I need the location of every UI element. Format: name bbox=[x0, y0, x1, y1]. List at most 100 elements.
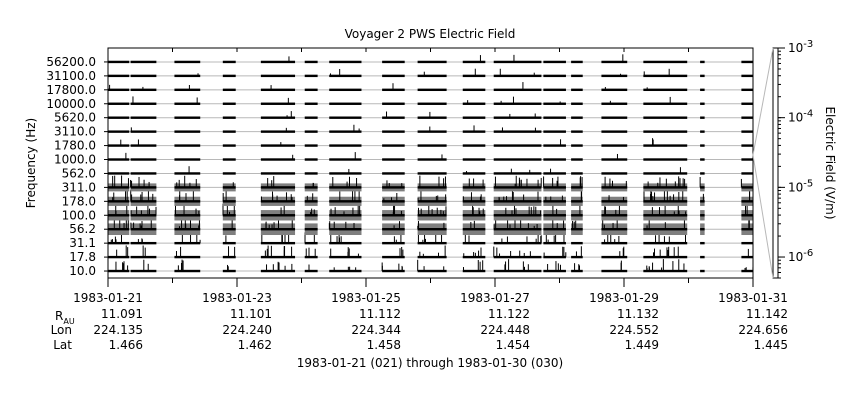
channel-bar bbox=[417, 88, 447, 92]
channel-bar bbox=[741, 172, 753, 175]
y-tick-label: 1000.0 bbox=[54, 153, 96, 167]
channel-bar bbox=[382, 158, 405, 161]
channel-bar bbox=[108, 186, 130, 189]
channel-bar bbox=[543, 255, 566, 259]
y-axis-label: Frequency (Hz) bbox=[24, 118, 38, 209]
channel-bar bbox=[741, 241, 753, 245]
channel-bar bbox=[329, 102, 362, 105]
channel-bar bbox=[382, 144, 405, 147]
channel-bar bbox=[222, 241, 236, 245]
channel-bar bbox=[174, 102, 201, 105]
channel-bar bbox=[543, 102, 566, 105]
channel-bar bbox=[417, 241, 447, 245]
channel-bar bbox=[741, 200, 753, 203]
channel-bar bbox=[643, 200, 688, 203]
channel-bar bbox=[601, 60, 628, 64]
ephem-r-value: 11.132 bbox=[617, 307, 659, 321]
channel-bar bbox=[571, 144, 583, 147]
ephem-r-value: 11.101 bbox=[230, 307, 272, 321]
channel-bar bbox=[174, 88, 201, 92]
channel-bar bbox=[417, 102, 447, 105]
y-tick-label: 31100.0 bbox=[46, 69, 96, 83]
colorbar-tick-label: 10-5 bbox=[788, 178, 813, 194]
channel-bar bbox=[643, 158, 688, 161]
channel-bar bbox=[462, 102, 486, 105]
channel-bar bbox=[174, 116, 201, 119]
channel-bar bbox=[260, 102, 296, 105]
channel-bar bbox=[571, 116, 583, 119]
channel-bar bbox=[382, 186, 405, 189]
channel-bar bbox=[462, 200, 486, 203]
colorbar-ticks: 10-3 10-4 10-5 10-6 bbox=[752, 39, 813, 279]
channel-bar bbox=[571, 130, 583, 133]
channel-bar bbox=[174, 60, 201, 64]
channel-bar bbox=[571, 74, 583, 78]
channel-bar bbox=[643, 74, 688, 78]
channel-bar bbox=[329, 172, 362, 175]
y-axis: 10.017.831.156.2100.0178.0311.0562.01000… bbox=[46, 55, 108, 278]
channel-bar bbox=[382, 228, 405, 231]
channel-bar bbox=[260, 228, 296, 231]
ephem-lon-value: 224.135 bbox=[93, 323, 143, 337]
channel-bar bbox=[222, 228, 236, 231]
colorbar-tick-label: 10-4 bbox=[788, 109, 813, 125]
x-tick-date: 1983-01-21 bbox=[73, 291, 143, 305]
channel-bar bbox=[462, 241, 486, 245]
channel-bar bbox=[741, 130, 753, 133]
channel-bar bbox=[417, 200, 447, 203]
channel-bar bbox=[108, 241, 130, 245]
channel-bar bbox=[329, 130, 362, 133]
channel-bar bbox=[417, 186, 447, 189]
y-tick-label: 5620.0 bbox=[54, 111, 96, 125]
channel-bar bbox=[417, 172, 447, 175]
channel-bar bbox=[108, 102, 130, 105]
y-tick-label: 56.2 bbox=[69, 222, 96, 236]
channel-bar bbox=[260, 255, 296, 259]
channel-bar bbox=[700, 102, 705, 105]
channel-bar bbox=[700, 158, 705, 161]
channel-bar bbox=[700, 214, 705, 217]
channel-bar bbox=[741, 269, 753, 273]
channel-bar bbox=[382, 241, 405, 245]
channel-bar bbox=[462, 60, 486, 64]
channel-bar bbox=[174, 200, 201, 203]
channel-bar bbox=[108, 228, 130, 231]
channel-bar bbox=[260, 74, 296, 78]
channel-bar bbox=[462, 88, 486, 92]
channel-bar bbox=[108, 255, 130, 259]
channel-bar bbox=[304, 60, 318, 64]
channel-bar bbox=[643, 255, 688, 259]
channel-bar bbox=[571, 60, 583, 64]
channel-bar bbox=[601, 228, 628, 231]
y-tick-label: 1780.0 bbox=[54, 139, 96, 153]
channel-bar bbox=[601, 255, 628, 259]
channel-bar bbox=[130, 130, 157, 133]
ephem-lat-value: 1.449 bbox=[625, 338, 659, 352]
channel-bar bbox=[174, 158, 201, 161]
channel-bar bbox=[304, 88, 318, 92]
colorbar-connector bbox=[752, 47, 774, 156]
channel-bar bbox=[304, 74, 318, 78]
time-range-label: 1983-01-21 (021) through 1983-01-30 (030… bbox=[297, 356, 563, 370]
channel-bar bbox=[304, 144, 318, 147]
channel-bar bbox=[260, 241, 296, 245]
channel-bar bbox=[643, 269, 688, 273]
channel-bar bbox=[382, 172, 405, 175]
channel-bar bbox=[329, 74, 362, 78]
channel-bar bbox=[543, 214, 566, 217]
channel-bar bbox=[174, 214, 201, 217]
channel-grid bbox=[108, 61, 753, 272]
y-tick-label: 10000.0 bbox=[46, 97, 96, 111]
channel-bar bbox=[493, 88, 542, 92]
ephem-lon-value: 224.344 bbox=[351, 323, 401, 337]
channel-bar bbox=[222, 74, 236, 78]
channel-bar bbox=[130, 241, 157, 245]
channel-bar bbox=[700, 130, 705, 133]
channel-bar bbox=[222, 88, 236, 92]
channel-bar bbox=[462, 116, 486, 119]
channel-bar bbox=[108, 74, 130, 78]
channel-bar bbox=[222, 116, 236, 119]
channel-bar bbox=[543, 88, 566, 92]
